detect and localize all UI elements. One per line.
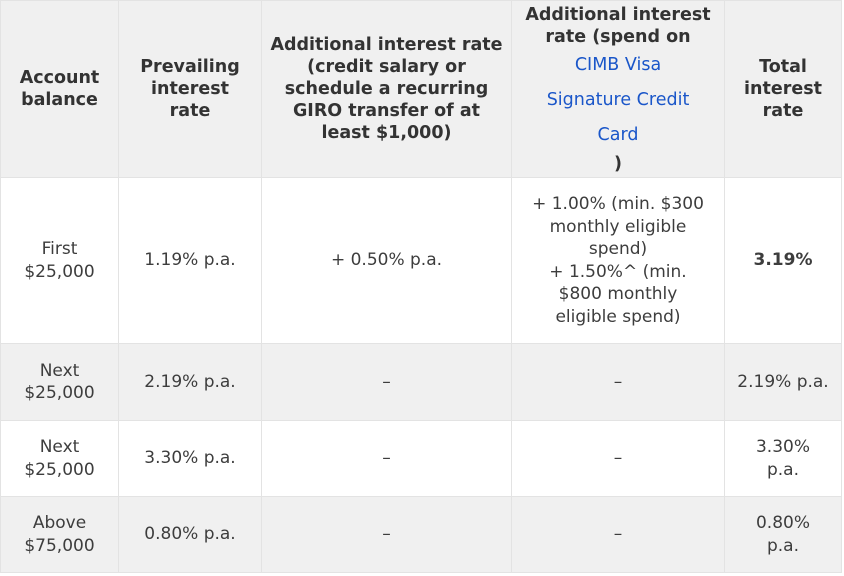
total-text: 0.80% p.a.	[755, 513, 810, 556]
balance-text: Next $25,000	[24, 360, 95, 404]
header-total-rate: Total interest rate	[724, 0, 842, 178]
spend-cell: –	[511, 496, 725, 573]
total-text: 3.30% p.a.	[755, 437, 810, 480]
balance-text: First $25,000	[24, 239, 95, 282]
prevailing-cell: 3.30% p.a.	[118, 420, 262, 497]
total-cell: 0.80% p.a.	[724, 496, 842, 573]
table-row: Next $25,000 3.30% p.a. – – 3.30% p.a.	[0, 420, 842, 497]
total-cell: 2.19% p.a.	[724, 343, 842, 421]
header-additional-salary-label: Additional interest rate (credit salary …	[270, 35, 503, 143]
total-text: 2.19% p.a.	[737, 371, 829, 392]
spend-text: –	[613, 524, 623, 545]
spend-cell: –	[511, 420, 725, 497]
balance-text: Next $25,000	[24, 437, 95, 480]
table-row: Above $75,000 0.80% p.a. – – 0.80% p.a.	[0, 496, 842, 573]
prevailing-text: 2.19% p.a.	[144, 371, 236, 392]
spend-tier-1-text: + 1.00% (min. $300 monthly eligible spen…	[532, 194, 704, 259]
prevailing-text: 3.30% p.a.	[144, 448, 236, 469]
header-account-balance: Account balance	[0, 0, 119, 178]
spend-tier-2-text: + 1.50%^ (min. $800 monthly eligible spe…	[549, 261, 687, 327]
balance-cell: Next $25,000	[0, 343, 119, 421]
header-total-rate-label: Total interest rate	[744, 57, 822, 121]
prevailing-cell: 0.80% p.a.	[118, 496, 262, 573]
prevailing-text: 0.80% p.a.	[144, 524, 236, 545]
total-text: 3.19%	[753, 250, 813, 271]
spend-cell: –	[511, 343, 725, 421]
salary-text: –	[382, 524, 391, 545]
header-additional-spend: Additional interest rate (spend on CIMB …	[511, 0, 725, 178]
table-row: First $25,000 1.19% p.a. + 0.50% p.a. + …	[0, 177, 842, 344]
salary-text: –	[382, 371, 391, 392]
prevailing-cell: 1.19% p.a.	[118, 177, 262, 344]
header-prevailing-rate: Prevailing interest rate	[118, 0, 262, 178]
balance-cell: First $25,000	[0, 177, 119, 344]
salary-cell: + 0.50% p.a.	[261, 177, 512, 344]
total-cell: 3.30% p.a.	[724, 420, 842, 497]
header-additional-spend-label: Additional interest rate (spend on	[525, 4, 711, 47]
salary-cell: –	[261, 420, 512, 497]
prevailing-text: 1.19% p.a.	[144, 250, 236, 271]
salary-text: + 0.50% p.a.	[330, 250, 443, 271]
header-additional-salary: Additional interest rate (credit salary …	[261, 0, 512, 178]
balance-cell: Above $75,000	[0, 496, 119, 573]
prevailing-cell: 2.19% p.a.	[118, 343, 262, 421]
header-account-balance-label: Account balance	[19, 68, 100, 110]
spend-text: –	[613, 371, 623, 392]
salary-cell: –	[261, 343, 512, 421]
total-cell: 3.19%	[724, 177, 842, 344]
header-additional-spend-suffix: )	[614, 153, 622, 174]
spend-text: –	[613, 448, 623, 469]
table-row: Next $25,000 2.19% p.a. – – 2.19% p.a.	[0, 343, 842, 421]
cimb-visa-signature-link[interactable]: CIMB Visa Signature Credit Card	[546, 54, 690, 145]
salary-cell: –	[261, 496, 512, 573]
spend-cell: + 1.00% (min. $300 monthly eligible spen…	[511, 177, 725, 344]
header-prevailing-rate-label: Prevailing interest rate	[140, 57, 240, 121]
balance-cell: Next $25,000	[0, 420, 119, 497]
salary-text: –	[382, 448, 391, 469]
header-row: Account balance Prevailing interest rate…	[0, 0, 842, 178]
balance-text: Above $75,000	[24, 513, 95, 556]
